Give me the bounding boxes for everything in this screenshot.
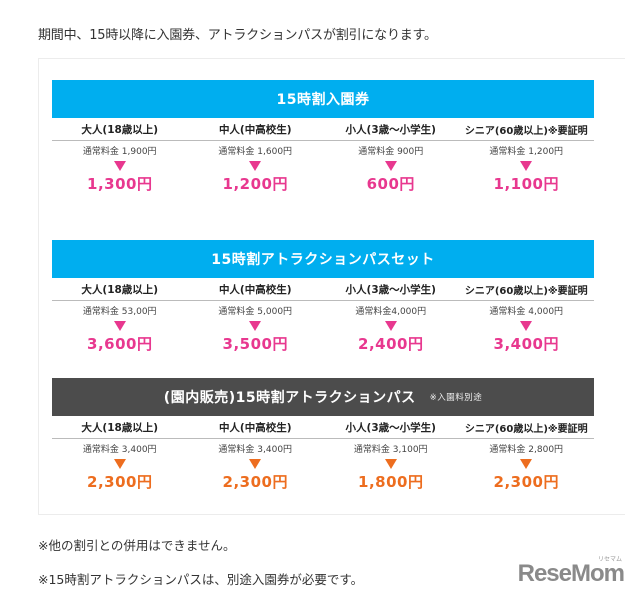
price-row: 通常料金 3,400円 2,300円 通常料金 3,400円 2,300円 通常… [52,439,594,492]
regular-price: 通常料金 1,200円 [489,147,564,157]
logo-subtext: リセマム [597,557,622,563]
sale-price: 3,400円 [493,335,559,353]
price-cell-senior: 通常料金 1,200円 1,100円 [459,141,595,194]
down-arrow-icon [384,321,397,331]
price-row: 通常料金 53,00円 3,600円 通常料金 5,000円 3,500円 通常… [52,301,594,354]
section-title: (園内販売)15時割アトラクションパス [163,390,416,406]
price-row: 通常料金 1,900円 1,300円 通常料金 1,600円 1,200円 通常… [52,141,594,194]
regular-price: 通常料金 3,400円 [218,445,293,455]
down-arrow-icon [113,161,126,171]
sale-price: 1,300円 [87,175,153,193]
header-row: 大人(18歳以上) 中人(中高校生) 小人(3歳〜小学生) シニア(60歳以上)… [52,416,594,439]
sale-price: 1,100円 [493,175,559,193]
down-arrow-icon [520,459,533,469]
column-label-junior: 中人(中高校生) [218,283,292,296]
section-title: 15時割アトラクションパスセット [211,252,435,268]
down-arrow-icon [113,321,126,331]
price-cell-adult: 通常料金 3,400円 2,300円 [52,439,188,492]
price-cell-junior: 通常料金 3,400円 2,300円 [188,439,324,492]
price-cell-child: 通常料金 900円 600円 [323,141,459,194]
regular-price: 通常料金 3,400円 [82,445,157,455]
sale-price: 3,600円 [87,335,153,353]
column-label-adult: 大人(18歳以上) [81,283,159,296]
regular-price: 通常料金 2,800円 [489,445,564,455]
column-label-child: 小人(3歳〜小学生) [345,283,436,296]
price-cell-adult: 通常料金 53,00円 3,600円 [52,301,188,354]
column-label-child: 小人(3歳〜小学生) [345,421,436,434]
column-label-junior: 中人(中高校生) [218,421,292,434]
section-note: ※入園料別途 [429,393,483,403]
header-row: 大人(18歳以上) 中人(中高校生) 小人(3歳〜小学生) シニア(60歳以上)… [52,278,594,301]
column-label-junior: 中人(中高校生) [218,123,292,136]
regular-price: 通常料金 1,900円 [82,147,157,157]
down-arrow-icon [249,459,262,469]
down-arrow-icon [249,161,262,171]
footnote-entry-required: ※15時割アトラクションパスは、別途入園券が必要です。 [38,572,364,587]
sale-price: 1,800円 [358,473,424,491]
footnote-no-combination: ※他の割引との併用はできません。 [38,538,236,553]
logo-text: ReseMom [517,560,625,587]
section-attraction-pass-set: 15時割アトラクションパスセット 大人(18歳以上) 中人(中高校生) 小人(3… [52,240,594,354]
price-cell-child: 通常料金 3,100円 1,800円 [323,439,459,492]
price-cell-adult: 通常料金 1,900円 1,300円 [52,141,188,194]
price-cell-senior: 通常料金 4,000円 3,400円 [459,301,595,354]
sale-price: 2,300円 [493,473,559,491]
sale-price: 600円 [366,175,415,193]
regular-price: 通常料金 1,600円 [218,147,293,157]
down-arrow-icon [249,321,262,331]
regular-price: 通常料金 53,00円 [82,307,157,317]
sale-price: 2,400円 [358,335,424,353]
down-arrow-icon [520,321,533,331]
sale-price: 2,300円 [222,473,288,491]
sale-price: 1,200円 [222,175,288,193]
price-cell-child: 通常料金4,000円 2,400円 [323,301,459,354]
section-entry-ticket: 15時割入園券 大人(18歳以上) 中人(中高校生) 小人(3歳〜小学生) シニ… [52,80,594,194]
header-row: 大人(18歳以上) 中人(中高校生) 小人(3歳〜小学生) シニア(60歳以上)… [52,118,594,141]
price-cell-junior: 通常料金 1,600円 1,200円 [188,141,324,194]
column-label-senior: シニア(60歳以上)※要証明 [464,423,588,435]
regular-price: 通常料金 3,100円 [353,445,428,455]
intro-text: 期間中、15時以降に入園券、アトラクションパスが割引になります。 [38,28,437,43]
column-label-adult: 大人(18歳以上) [81,123,159,136]
price-cell-senior: 通常料金 2,800円 2,300円 [459,439,595,492]
sale-price: 2,300円 [87,473,153,491]
regular-price: 通常料金 5,000円 [218,307,293,317]
down-arrow-icon [384,459,397,469]
regular-price: 通常料金4,000円 [355,307,427,317]
column-label-senior: シニア(60歳以上)※要証明 [464,125,588,137]
sale-price: 3,500円 [222,335,288,353]
column-label-adult: 大人(18歳以上) [81,421,159,434]
section-park-attraction-pass: (園内販売)15時割アトラクションパス ※入園料別途 大人(18歳以上) 中人(… [52,378,594,492]
down-arrow-icon [520,161,533,171]
column-label-senior: シニア(60歳以上)※要証明 [464,285,588,297]
down-arrow-icon [384,161,397,171]
resemom-logo: ReseMom リセマム [517,557,625,588]
section-banner: (園内販売)15時割アトラクションパス ※入園料別途 [52,378,594,416]
section-title: 15時割入園券 [276,92,370,108]
regular-price: 通常料金 4,000円 [489,307,564,317]
section-banner: 15時割入園券 [52,80,594,118]
down-arrow-icon [113,459,126,469]
column-label-child: 小人(3歳〜小学生) [345,123,436,136]
price-cell-junior: 通常料金 5,000円 3,500円 [188,301,324,354]
regular-price: 通常料金 900円 [358,147,424,157]
section-banner: 15時割アトラクションパスセット [52,240,594,278]
